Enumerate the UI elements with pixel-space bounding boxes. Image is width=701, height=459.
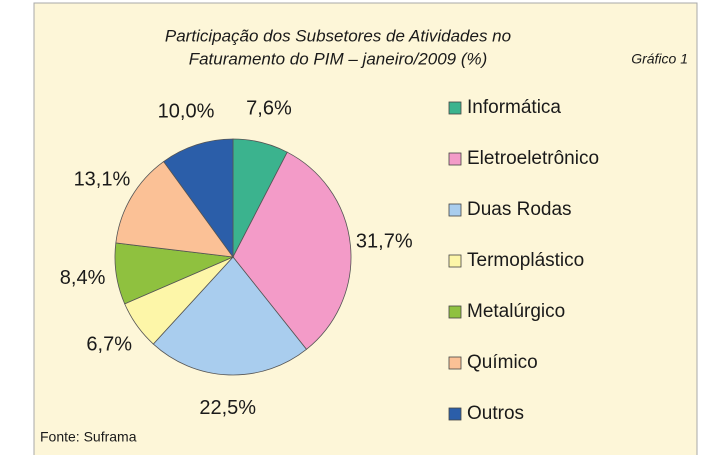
value-label: 7,6% (246, 98, 292, 120)
legend-label: Termoplástico (467, 250, 584, 271)
value-label: 8,4% (60, 267, 106, 289)
pie-slice (163, 138, 234, 259)
legend-swatch (448, 254, 462, 268)
value-label: 22,5% (199, 397, 256, 419)
chart-title: Participação dos Subsetores de Atividade… (165, 26, 511, 45)
legend-label: Metalúrgico (467, 301, 565, 322)
legend-label: Eletroeletrônico (467, 148, 599, 169)
legend-label: Outros (467, 403, 524, 424)
legend-swatch (448, 407, 462, 421)
chart-title: Faturamento do PIM – janeiro/2009 (%) (189, 49, 488, 68)
chart-annotation: Gráfico 1 (631, 51, 688, 67)
legend-label: Informática (467, 97, 561, 118)
value-label: 31,7% (356, 231, 413, 253)
legend-swatch (448, 356, 462, 370)
value-label: 6,7% (86, 333, 132, 355)
legend-swatch (448, 203, 462, 217)
legend-swatch (448, 152, 462, 166)
value-label: 10,0% (158, 101, 215, 123)
legend-label: Químico (467, 352, 538, 373)
legend-swatch (448, 101, 462, 115)
legend-swatch (448, 305, 462, 319)
pie-slice (115, 160, 234, 258)
pie-slice (232, 151, 352, 350)
value-label: 13,1% (74, 168, 131, 190)
chart-source: Fonte: Suframa (40, 429, 137, 445)
legend-label: Duas Rodas (467, 199, 572, 220)
pie-slice (152, 256, 308, 376)
